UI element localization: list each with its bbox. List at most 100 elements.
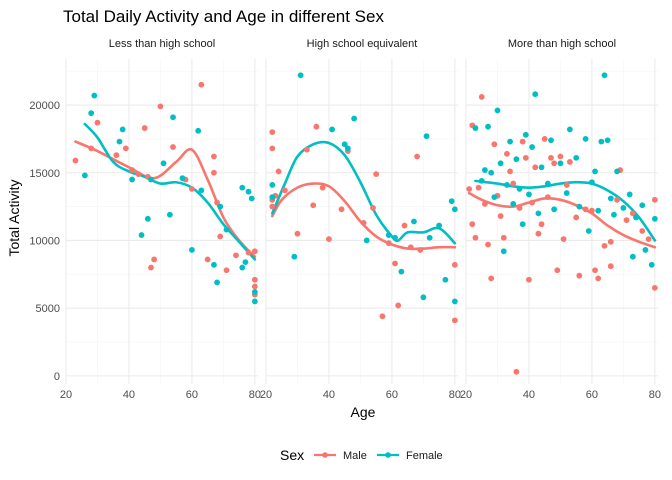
data-point-female	[488, 169, 495, 176]
data-point-male	[651, 284, 658, 291]
data-point-male	[488, 275, 495, 282]
data-point-female	[576, 203, 583, 210]
legend-label-female: Female	[406, 450, 443, 462]
data-point-male	[544, 194, 551, 201]
data-point-male	[379, 313, 386, 320]
data-point-female	[392, 234, 398, 241]
scatter-points	[72, 81, 258, 305]
data-point-male	[485, 241, 491, 248]
data-point-female	[179, 175, 186, 182]
data-point-female	[195, 127, 202, 134]
data-point-male	[551, 160, 558, 167]
data-point-female	[251, 298, 258, 305]
data-point-male	[519, 138, 526, 145]
data-point-female	[189, 247, 195, 253]
data-point-male	[251, 276, 258, 283]
data-point-female	[451, 206, 458, 213]
data-point-male	[541, 135, 548, 142]
data-point-male	[360, 219, 367, 226]
data-point-female	[478, 177, 485, 184]
data-point-male	[563, 182, 570, 188]
data-point-female	[611, 211, 617, 218]
y-tick-label: 5000	[36, 303, 60, 315]
data-point-male	[204, 256, 211, 263]
data-point-female	[420, 294, 427, 301]
data-point-male	[223, 267, 230, 274]
legend-label-male: Male	[343, 450, 367, 462]
data-point-female	[472, 125, 479, 131]
data-point-male	[198, 81, 205, 88]
data-point-female	[507, 138, 513, 145]
x-tick-label: 20	[460, 389, 472, 401]
smooth-line-male	[271, 182, 457, 251]
data-point-male	[589, 207, 595, 214]
data-point-female	[510, 200, 517, 207]
x-tick-label: 60	[186, 389, 198, 401]
smooth-lines	[271, 140, 457, 251]
data-point-male	[639, 228, 646, 234]
y-axis-title: Total Activity	[6, 179, 22, 256]
data-point-male	[475, 184, 482, 191]
data-point-female	[648, 261, 655, 268]
data-point-female	[595, 207, 602, 214]
data-point-female	[598, 138, 605, 145]
panel-grid	[465, 59, 658, 384]
data-point-male	[251, 248, 258, 255]
data-point-female	[239, 264, 246, 271]
data-point-male	[629, 210, 636, 217]
data-point-female	[497, 160, 504, 167]
x-tick-label: 20	[60, 389, 72, 401]
data-point-male	[129, 167, 135, 173]
scatter-points	[269, 72, 458, 324]
data-point-male	[370, 205, 376, 211]
x-tick-label: 80	[449, 389, 461, 401]
data-point-male	[623, 217, 630, 224]
data-point-female	[519, 221, 526, 228]
data-point-female	[88, 110, 95, 117]
data-point-female	[448, 198, 455, 205]
data-point-female	[526, 191, 532, 198]
data-point-male	[516, 205, 523, 211]
data-point-female	[239, 184, 246, 191]
data-point-female	[573, 154, 580, 161]
data-point-male	[401, 222, 408, 229]
data-point-male	[233, 252, 239, 259]
data-point-male	[472, 234, 479, 241]
data-point-male	[113, 152, 120, 159]
data-point-male	[88, 145, 95, 152]
x-tick-label: 40	[323, 389, 335, 401]
facet-panel-more-than-high-school: More than high school 20 40 60 80	[460, 38, 661, 401]
data-point-male	[469, 221, 476, 228]
data-point-male	[373, 171, 380, 178]
data-point-male	[614, 196, 620, 203]
legend-title: Sex	[280, 447, 304, 463]
facet-strip-label: More than high school	[508, 38, 616, 50]
data-point-female	[516, 186, 523, 192]
data-point-male	[275, 168, 282, 175]
legend: Sex Male Female	[280, 447, 443, 463]
y-tick-label: 0	[54, 371, 60, 383]
data-point-female	[166, 211, 173, 218]
data-point-male	[466, 186, 473, 192]
data-point-female	[198, 187, 205, 194]
facet-panel-high-school-equivalent: High school equivalent 20 40 60 80	[260, 38, 461, 401]
data-point-female	[566, 126, 573, 133]
data-point-female	[148, 176, 154, 183]
y-tick-label: 20000	[29, 100, 60, 112]
data-point-male	[651, 196, 658, 203]
x-axis-title: Age	[351, 404, 376, 420]
data-point-female	[81, 172, 88, 179]
data-point-female	[582, 135, 589, 142]
legend-dot-female	[385, 452, 391, 458]
legend-key-female	[377, 452, 399, 458]
data-point-female	[223, 226, 230, 233]
data-point-female	[504, 182, 510, 188]
data-point-male	[72, 157, 79, 164]
data-point-male	[269, 203, 276, 210]
data-point-male	[313, 123, 320, 130]
data-point-female	[344, 145, 351, 152]
chart-title: Total Daily Activity and Age in differen…	[63, 7, 384, 26]
data-point-male	[557, 153, 564, 160]
data-point-female	[607, 195, 614, 202]
